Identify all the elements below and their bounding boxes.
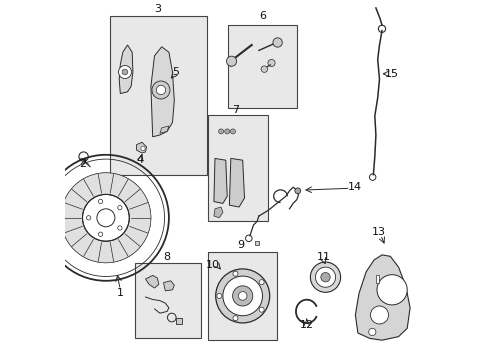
- Circle shape: [232, 271, 238, 276]
- Circle shape: [98, 199, 102, 203]
- Text: 3: 3: [154, 4, 161, 14]
- Circle shape: [218, 129, 223, 134]
- Circle shape: [118, 66, 131, 78]
- Circle shape: [216, 293, 222, 298]
- Circle shape: [294, 188, 300, 194]
- Polygon shape: [213, 158, 227, 203]
- Polygon shape: [355, 255, 409, 340]
- Circle shape: [230, 129, 235, 134]
- Circle shape: [368, 328, 375, 336]
- Circle shape: [259, 307, 264, 312]
- Circle shape: [156, 85, 165, 95]
- Circle shape: [141, 146, 145, 150]
- Circle shape: [315, 267, 335, 287]
- Text: 12: 12: [299, 320, 313, 330]
- Text: 4: 4: [136, 155, 143, 165]
- Circle shape: [97, 209, 115, 227]
- Circle shape: [61, 173, 151, 263]
- Circle shape: [223, 276, 262, 316]
- Circle shape: [118, 226, 122, 230]
- Polygon shape: [213, 207, 223, 218]
- Polygon shape: [176, 318, 181, 324]
- Circle shape: [98, 232, 102, 237]
- Circle shape: [259, 280, 264, 285]
- Text: 11: 11: [316, 252, 330, 262]
- Circle shape: [376, 275, 407, 305]
- Polygon shape: [145, 275, 159, 288]
- Circle shape: [261, 66, 267, 72]
- Circle shape: [370, 306, 387, 324]
- Text: 2: 2: [79, 159, 86, 169]
- Polygon shape: [375, 275, 379, 283]
- Polygon shape: [136, 142, 146, 153]
- Polygon shape: [255, 241, 258, 245]
- Text: 15: 15: [384, 69, 398, 79]
- Bar: [208, 115, 267, 221]
- Text: 7: 7: [231, 105, 239, 115]
- Circle shape: [272, 38, 282, 47]
- Bar: [134, 263, 201, 338]
- Circle shape: [86, 216, 91, 220]
- Circle shape: [267, 59, 275, 67]
- Circle shape: [122, 69, 127, 75]
- Polygon shape: [229, 158, 244, 207]
- Text: 6: 6: [259, 11, 265, 21]
- Circle shape: [320, 273, 329, 282]
- Circle shape: [82, 194, 129, 241]
- Text: 5: 5: [172, 67, 179, 77]
- Text: 13: 13: [371, 227, 385, 237]
- Bar: [109, 16, 206, 175]
- Polygon shape: [151, 47, 174, 137]
- Text: 14: 14: [347, 182, 362, 192]
- Polygon shape: [160, 126, 168, 133]
- Text: 8: 8: [163, 252, 170, 262]
- Text: 1: 1: [117, 288, 123, 298]
- Polygon shape: [119, 45, 133, 94]
- Bar: [208, 252, 276, 340]
- Circle shape: [226, 56, 236, 66]
- Text: 10: 10: [206, 260, 220, 270]
- Circle shape: [118, 206, 122, 210]
- Circle shape: [224, 129, 229, 134]
- Circle shape: [238, 292, 246, 300]
- Circle shape: [215, 269, 269, 323]
- Circle shape: [232, 316, 238, 321]
- Circle shape: [232, 286, 252, 306]
- Circle shape: [152, 81, 170, 99]
- Text: 9: 9: [237, 240, 244, 250]
- Circle shape: [310, 262, 340, 292]
- Polygon shape: [163, 281, 174, 291]
- Bar: [228, 25, 296, 108]
